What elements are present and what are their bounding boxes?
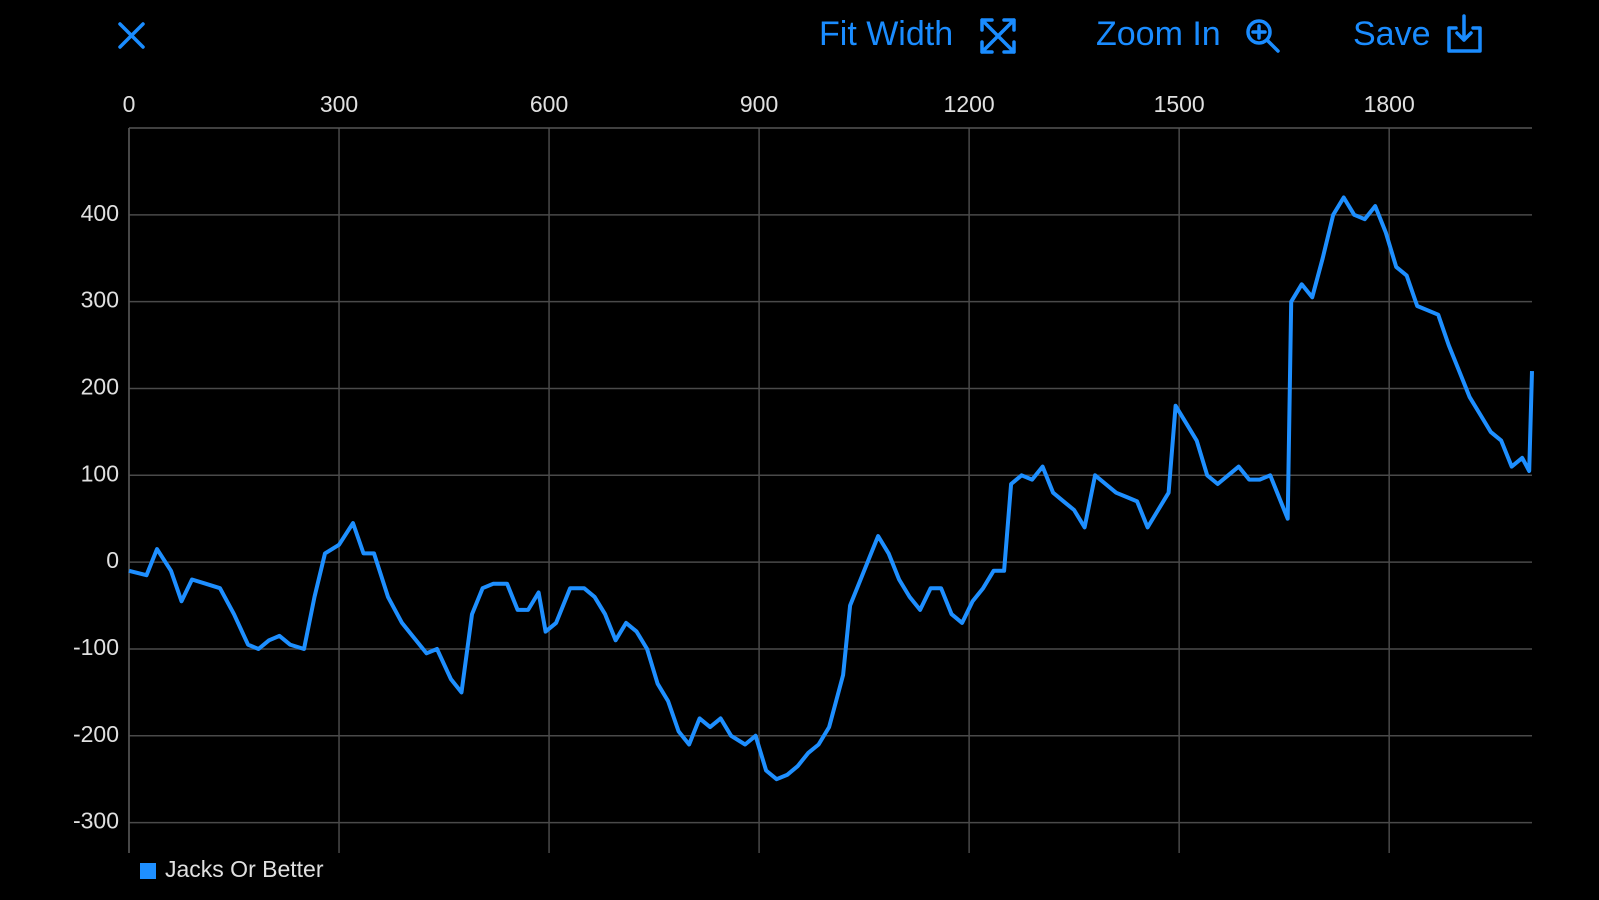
save-label: Save <box>1353 15 1431 53</box>
x-tick-label: 0 <box>123 91 136 117</box>
x-tick-label: 600 <box>530 91 568 117</box>
x-tick-label: 1800 <box>1364 91 1415 117</box>
save-button[interactable]: Save <box>1353 14 1482 53</box>
y-tick-label: 300 <box>81 287 119 313</box>
y-tick-label: 400 <box>81 200 119 226</box>
y-tick-label: 0 <box>106 547 119 573</box>
y-tick-label: -300 <box>73 808 119 834</box>
x-tick-label: 1500 <box>1154 91 1205 117</box>
y-tick-label: 100 <box>81 460 119 486</box>
y-tick-label: 200 <box>81 374 119 400</box>
zoom-in-button[interactable]: Zoom In <box>1096 15 1280 53</box>
zoom-in-label: Zoom In <box>1096 15 1221 53</box>
fit-width-button[interactable]: Fit Width <box>819 15 1016 54</box>
y-tick-label: -200 <box>73 721 119 747</box>
fit-width-label: Fit Width <box>819 15 953 53</box>
x-tick-label: 900 <box>740 91 778 117</box>
legend-swatch <box>140 863 156 879</box>
x-tick-label: 1200 <box>944 91 995 117</box>
y-tick-label: -100 <box>73 634 119 660</box>
legend-label: Jacks Or Better <box>165 856 324 882</box>
close-button[interactable] <box>118 22 145 49</box>
x-tick-label: 300 <box>320 91 358 117</box>
data-line <box>128 195 1534 782</box>
